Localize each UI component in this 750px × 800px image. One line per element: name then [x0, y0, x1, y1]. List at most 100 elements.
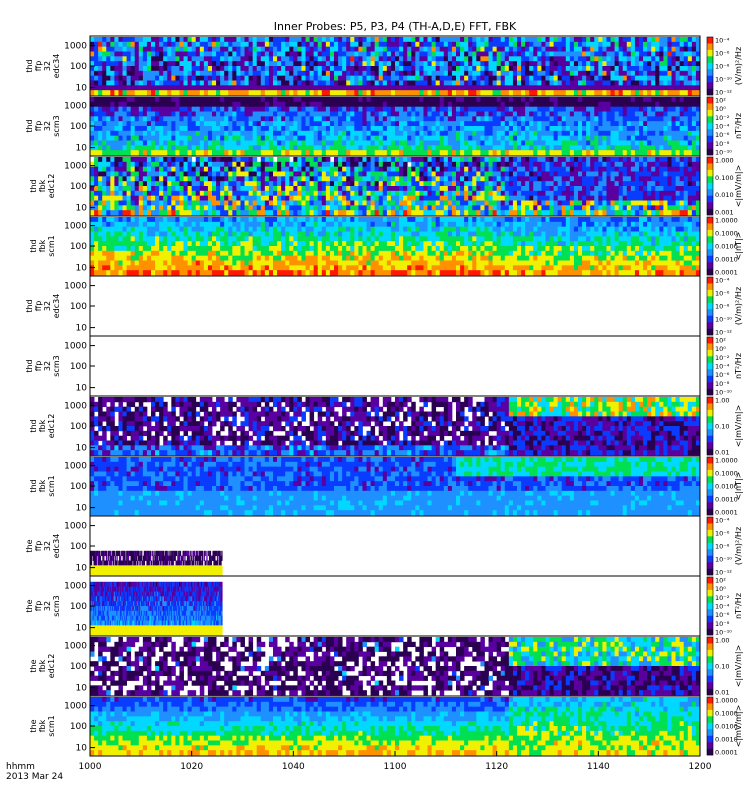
- colorbar-tick-label: 10⁻⁴: [715, 37, 730, 45]
- colorbar-tick-label: 10⁻⁶: [715, 530, 730, 538]
- panel-label: thd fbk edc12: [29, 174, 56, 199]
- y-tick-label: 1000: [64, 342, 87, 352]
- y-tick-label: 10: [76, 564, 88, 574]
- colorbar-tick-label: 0.0001: [715, 749, 738, 757]
- colorbar-tick-label: 0.10: [715, 423, 729, 431]
- panel-label-line: scm3: [52, 595, 61, 616]
- panel-label-line: scm1: [47, 715, 56, 736]
- panel-label-line: 32: [43, 121, 52, 131]
- colorbar-tick-label: 0.0001: [715, 269, 738, 277]
- colorbar-tick-label: 1.00: [715, 397, 729, 405]
- panel-label-line: edc12: [47, 654, 56, 679]
- y-tick-label: 10: [76, 684, 88, 694]
- colorbar-tick-label: 10⁻¹⁰: [715, 76, 732, 84]
- panel-label-line: 32: [43, 61, 52, 71]
- colorbar-tick-label: 1.0000: [715, 697, 738, 705]
- panel-label-line: scm3: [52, 355, 61, 376]
- colorbar-tick-label: 10⁻⁴: [715, 363, 730, 371]
- colorbar-tick-label: 10⁻⁸: [715, 620, 730, 628]
- panel-label-line: the: [29, 719, 38, 732]
- colorbar-9: 10⁻⁴ 10⁻⁶ 10⁻⁸ 10⁻¹⁰ 10⁻¹²(V/m)²/Hz: [706, 517, 743, 577]
- panel-label: thd ffp 32 scm3: [25, 355, 61, 376]
- panel-label-line: fbk: [38, 719, 47, 732]
- colorbar-label: (V/m)²/Hz: [734, 527, 743, 565]
- colorbar-tick-label: 10⁰: [715, 585, 726, 593]
- panel-label: thd fbk edc12: [29, 414, 56, 439]
- colorbar-tick-label: 10⁻⁴: [715, 603, 730, 611]
- panel-label: the ffp 32 edc34: [25, 534, 61, 559]
- panel-label-line: scm3: [52, 115, 61, 136]
- panel-4: 10 100 1000 thd fbk scm1 1.0000 0.1000 0.0100 0.0…: [29, 215, 743, 277]
- y-tick-label: 100: [70, 62, 87, 72]
- x-tick-label: 1040: [282, 762, 305, 772]
- x-tick-label: 1020: [180, 762, 203, 772]
- colorbar-tick-label: 10⁻⁶: [715, 611, 730, 619]
- y-tick-label: 1000: [64, 102, 87, 112]
- colorbar-tick-label: 0.100: [715, 174, 734, 182]
- heatmap-2: [90, 97, 701, 156]
- colorbar-label: nT²/Hz: [734, 113, 743, 139]
- colorbar-tick-label: 0.01: [715, 689, 729, 697]
- colorbar-label: <|mV/m|>: [734, 645, 743, 688]
- panel-label-line: ffp: [34, 601, 43, 612]
- y-tick-label: 10: [76, 324, 88, 334]
- panel-label: the ffp 32 scm3: [25, 595, 61, 616]
- colorbar-8: 1.0000 0.1000 0.0100 0.0010 0.0001 <|nT|>: [706, 457, 743, 517]
- panel-label-line: edc34: [52, 54, 61, 79]
- colorbar-tick-label: 10⁻⁶: [715, 131, 730, 139]
- colorbar-tick-label: 1.00: [715, 637, 729, 645]
- y-tick-label: 100: [70, 662, 87, 672]
- colorbar-tick-label: 10⁻¹²: [715, 89, 732, 97]
- colorbar-1: 10⁻⁴ 10⁻⁶ 10⁻⁸ 10⁻¹⁰ 10⁻¹²(V/m)²/Hz: [706, 37, 743, 97]
- panel-label-line: 32: [43, 601, 52, 611]
- colorbar-tick-label: 1.0000: [715, 457, 738, 465]
- panel-label: the fbk edc12: [29, 654, 56, 679]
- y-tick-label: 10: [76, 144, 88, 154]
- colorbar-tick-label: 10⁻²: [715, 114, 730, 122]
- panel-label-line: the: [25, 539, 34, 552]
- panel-label-line: edc34: [52, 294, 61, 319]
- panel-label-line: thd: [25, 359, 34, 372]
- colorbar-tick-label: 10⁻⁴: [715, 277, 730, 285]
- panel-frame: [89, 335, 701, 397]
- panel-label-line: ffp: [34, 301, 43, 312]
- colorbar-tick-label: 10⁻²: [715, 354, 730, 362]
- panel-label: thd ffp 32 scm3: [25, 115, 61, 136]
- panel-label-line: 32: [43, 541, 52, 551]
- x-tick-label: 1140: [587, 762, 610, 772]
- y-tick-label: 1000: [64, 402, 87, 412]
- y-tick-label: 1000: [64, 162, 87, 172]
- y-tick-label: 1000: [64, 582, 87, 592]
- colorbar-label: (V/m)²/Hz: [734, 47, 743, 85]
- y-tick-label: 1000: [64, 522, 87, 532]
- y-tick-label: 10: [76, 264, 88, 274]
- colorbar-tick-label: 10⁰: [715, 105, 726, 113]
- colorbar-tick-label: 0.001: [715, 209, 734, 217]
- panel-11: 10 100 1000 the fbk edc12 1.00 0.10 0.01 <|mV/m|>: [29, 635, 743, 697]
- y-tick-label: 100: [70, 122, 87, 132]
- colorbar-label: (V/m)²/Hz: [734, 287, 743, 325]
- panel-label-line: thd: [29, 179, 38, 192]
- colorbar-tick-label: 0.0010: [715, 256, 738, 264]
- colorbar-tick-label: 10⁻¹⁰: [715, 149, 732, 157]
- y-tick-label: 100: [70, 242, 87, 252]
- colorbar-label: <|mV/m|>: [734, 165, 743, 208]
- y-tick-label: 100: [70, 182, 87, 192]
- heatmap-9: [90, 550, 223, 576]
- colorbar-tick-label: 10⁻⁸: [715, 303, 730, 311]
- panel-label: the fbk scm1: [29, 715, 56, 736]
- panel-12: 10 100 1000 the fbk scm1 1.0000 0.1000 0.0100 0.0…: [29, 695, 743, 757]
- colorbar-tick-label: 10⁻¹⁰: [715, 629, 732, 637]
- panel-label-line: edc34: [52, 534, 61, 559]
- colorbar-tick-label: 10⁻⁶: [715, 371, 730, 379]
- y-tick-label: 1000: [64, 222, 87, 232]
- colorbar-tick-label: 10⁻⁴: [715, 123, 730, 131]
- heatmap-3: [90, 157, 701, 216]
- panel-label-line: ffp: [34, 61, 43, 72]
- heatmap-1: [90, 37, 701, 96]
